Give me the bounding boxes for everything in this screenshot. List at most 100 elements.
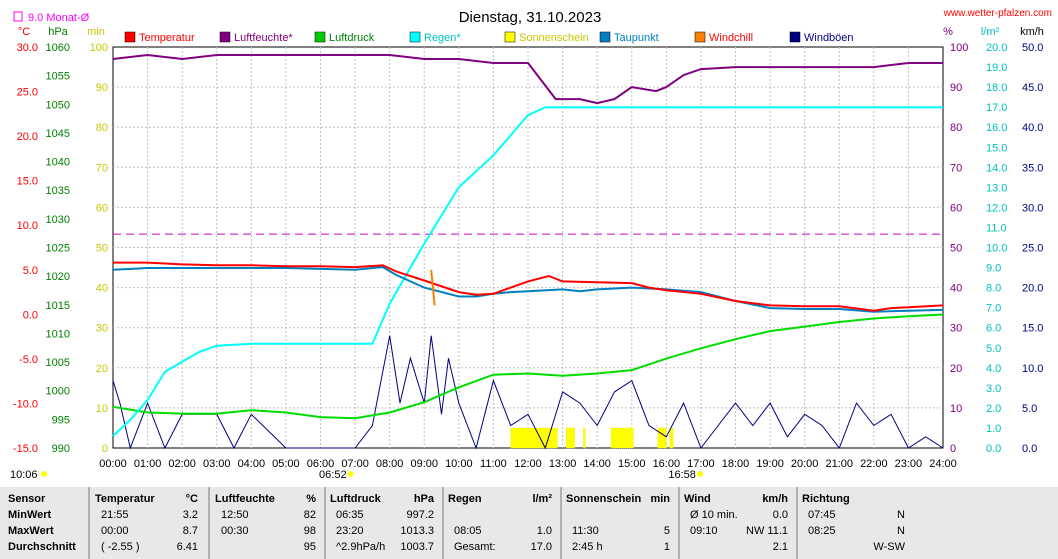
table-cell: 1 xyxy=(663,541,670,553)
temp-tick: 30.0 xyxy=(17,42,38,54)
legend-label: Luftdruck xyxy=(329,32,375,44)
table-cell: 17.0 xyxy=(530,541,552,553)
table-cell: 82 xyxy=(303,509,316,521)
table-row-label: MaxWert xyxy=(8,525,54,537)
pressure-tick: 1050 xyxy=(46,99,70,111)
wind-tick: 35.0 xyxy=(1022,162,1043,174)
rain-tick: 19.0 xyxy=(986,62,1007,74)
table-cell: 11:30 xyxy=(572,525,599,537)
rain-tick: 14.0 xyxy=(986,162,1007,174)
table-cell: N xyxy=(897,509,905,521)
rain-unit: l/m² xyxy=(981,26,1000,38)
x-tick: 06:00 xyxy=(307,458,335,470)
summary-table: Sensor MinWert MaxWert Durchschnitt Temperat… xyxy=(0,487,1058,559)
sunshine-bar xyxy=(669,427,674,449)
legend-swatch xyxy=(409,31,421,43)
legend-label: Windchill xyxy=(709,32,753,44)
table-cell: 997.2 xyxy=(406,509,434,521)
x-tick: 16:00 xyxy=(653,458,681,470)
table-separator xyxy=(560,487,562,559)
pressure-tick: 1025 xyxy=(46,243,70,255)
pressure-tick: 1005 xyxy=(46,357,70,369)
wind-tick: 10.0 xyxy=(1022,363,1043,375)
pressure-tick: 1015 xyxy=(46,300,70,312)
percent-tick: 20 xyxy=(950,363,962,375)
pressure-tick: 1030 xyxy=(46,214,70,226)
table-cell: 98 xyxy=(303,525,316,537)
x-tick: 00:00 xyxy=(99,458,127,470)
minutes-tick: 20 xyxy=(96,363,108,375)
rain-tick: 13.0 xyxy=(986,182,1007,194)
rain-tick: 17.0 xyxy=(986,102,1007,114)
percent-tick: 80 xyxy=(950,122,962,134)
table-unit: hPa xyxy=(413,493,434,505)
table-cell: ( -2.55 ) xyxy=(101,541,140,553)
legend-swatch xyxy=(694,31,706,43)
percent-tick: 50 xyxy=(950,243,962,255)
dewpoint-line xyxy=(112,266,944,313)
table-separator xyxy=(678,487,680,559)
table-separator xyxy=(324,487,326,559)
sunrise-time: 06:52 xyxy=(319,469,347,481)
table-cell: 00:30 xyxy=(221,525,249,537)
x-tick: 09:00 xyxy=(410,458,438,470)
table-separator xyxy=(796,487,798,559)
temp-tick: 5.0 xyxy=(23,265,38,277)
x-tick: 20:00 xyxy=(791,458,819,470)
table-row-label: Durchschnitt xyxy=(8,541,76,553)
wind-tick: 50.0 xyxy=(1022,42,1043,54)
humidity-line xyxy=(112,53,943,105)
x-tick: 17:00 xyxy=(687,458,715,470)
x-tick: 08:00 xyxy=(376,458,404,470)
wind-unit: km/h xyxy=(1020,26,1044,38)
x-tick: 07:00 xyxy=(341,458,369,470)
minutes-tick: 60 xyxy=(96,202,108,214)
pressure-tick: 1040 xyxy=(46,157,70,169)
sunshine-bar xyxy=(583,427,586,449)
table-cell: 5 xyxy=(663,525,670,537)
legend-label: Sonnenschein xyxy=(519,32,589,44)
rain-tick: 15.0 xyxy=(986,142,1007,154)
x-tick: 14:00 xyxy=(583,458,611,470)
table-cell: 6.41 xyxy=(176,541,198,553)
rain-tick: 1.0 xyxy=(986,423,1001,435)
minutes-tick: 80 xyxy=(96,122,108,134)
temp-tick: 25.0 xyxy=(17,87,38,99)
x-tick: 18:00 xyxy=(722,458,750,470)
wind-tick: 0.0 xyxy=(1022,443,1037,455)
rain-tick: 5.0 xyxy=(986,343,1001,355)
x-tick: 24:00 xyxy=(929,458,957,470)
pressure-tick: 995 xyxy=(52,414,70,426)
pressure-unit: hPa xyxy=(48,26,68,38)
table-cell: 1.0 xyxy=(536,525,552,537)
table-cell: N xyxy=(897,525,905,537)
sunset-icon xyxy=(696,471,703,477)
table-header: Sensor xyxy=(8,493,46,505)
pressure-line xyxy=(112,313,944,420)
percent-unit: % xyxy=(943,26,953,38)
table-cell: ^2.9hPa/h xyxy=(336,541,386,553)
table-cell: 95 xyxy=(303,541,316,553)
rain-tick: 16.0 xyxy=(986,122,1007,134)
table-cell: 06:35 xyxy=(336,509,364,521)
wind-tick: 45.0 xyxy=(1022,82,1043,94)
table-header: Temperatur xyxy=(95,493,155,505)
rain-tick: 18.0 xyxy=(986,82,1007,94)
rain-tick: 2.0 xyxy=(986,403,1001,415)
table-unit: °C xyxy=(185,493,198,505)
minutes-tick: 30 xyxy=(96,323,108,335)
x-tick: 04:00 xyxy=(238,458,266,470)
table-cell: 3.2 xyxy=(182,509,198,521)
sunrise-icon xyxy=(347,471,354,477)
legend-swatch xyxy=(124,31,136,43)
table-row-label: MinWert xyxy=(8,509,52,521)
pressure-tick: 1035 xyxy=(46,185,70,197)
legend-label: Windböen xyxy=(804,32,854,44)
legend-label: Luftfeuchte* xyxy=(234,32,293,44)
legend-swatch xyxy=(789,31,801,43)
percent-tick: 10 xyxy=(950,403,962,415)
percent-tick: 40 xyxy=(950,283,962,295)
minutes-tick: 100 xyxy=(90,42,108,54)
pressure-tick: 1000 xyxy=(46,386,70,398)
table-cell: W-SW xyxy=(873,541,905,553)
